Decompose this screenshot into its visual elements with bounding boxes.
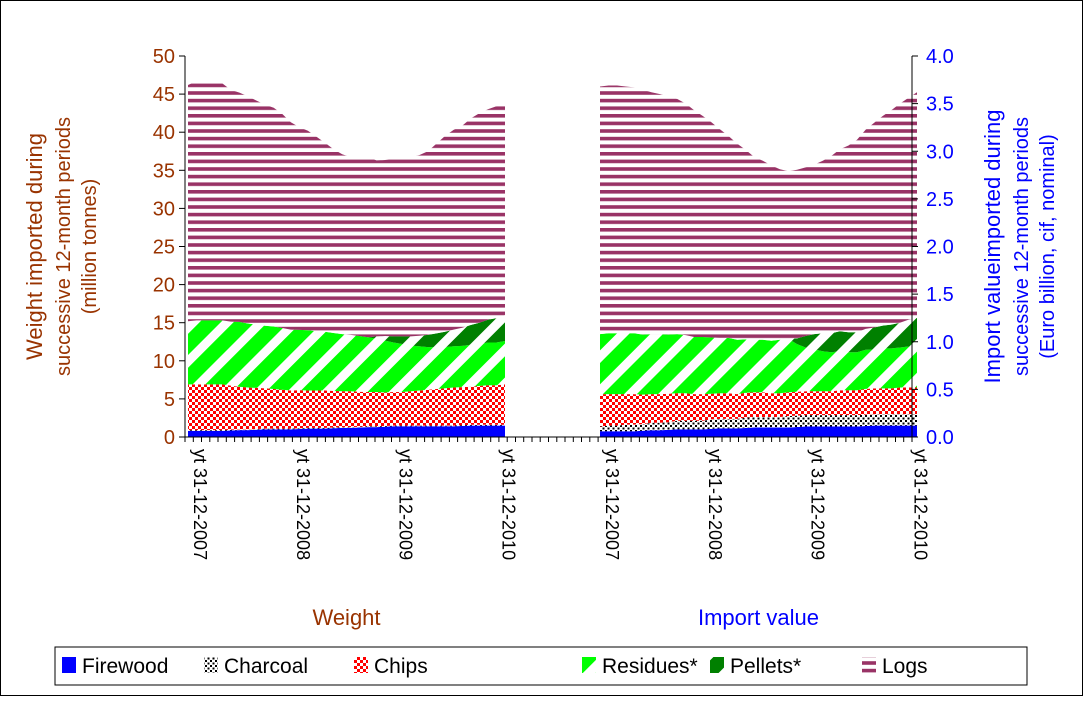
x-tick-label: yt 31-12-2009 [808, 449, 828, 560]
right-tick-label: 3.0 [926, 141, 954, 163]
panel-label-import-value: Import value [698, 605, 819, 630]
right-tick-label: 0.0 [926, 427, 954, 449]
legend-label: Chips [374, 655, 428, 678]
right-axis-label: (Euro billion, cif, nominal) [1037, 134, 1059, 359]
area-import-value-charcoal [600, 414, 917, 432]
area-weight-chips [188, 384, 505, 431]
x-tick-label: yt 31-12-2009 [396, 449, 416, 560]
right-axis-label: Import valueimported during [980, 110, 1005, 384]
area-import-value-chips [600, 387, 917, 427]
legend-swatch-pellets [710, 657, 724, 673]
right-tick-label: 0.5 [926, 379, 954, 401]
x-tick-label: yt 31-12-2008 [293, 449, 313, 560]
right-tick-label: 3.5 [926, 94, 954, 116]
left-tick-label: 30 [153, 198, 175, 220]
left-axis-label: Weight imported during [22, 133, 47, 360]
legend-item-charcoal: Charcoal [204, 655, 308, 678]
legend-label: Residues* [602, 655, 698, 678]
left-tick-label: 50 [153, 46, 175, 68]
left-tick-label: 5 [164, 389, 175, 411]
right-axis-label: successive 12-month periods [1011, 117, 1033, 376]
panel-label-weight: Weight [312, 605, 380, 630]
legend-label: Logs [882, 655, 928, 678]
area-weight-pellets [188, 315, 505, 348]
area-weight-residues [188, 320, 505, 393]
legend-item-chips: Chips [354, 655, 428, 678]
legend-item-firewood: Firewood [62, 655, 168, 678]
left-tick-label: 20 [153, 275, 175, 297]
legend-swatch-chips [354, 657, 368, 673]
area-import-value-logs [600, 85, 917, 341]
x-tick-label: yt 31-12-2010 [498, 449, 518, 560]
area-weight-firewood [188, 425, 505, 437]
x-tick-label: yt 31-12-2007 [602, 449, 622, 560]
x-tick-label: yt 31-12-2010 [910, 449, 930, 560]
area-weight-logs [188, 80, 505, 338]
legend-swatch-residues [582, 657, 596, 673]
left-tick-label: 15 [153, 313, 175, 335]
legend-swatch-firewood [62, 657, 76, 673]
right-tick-label: 2.0 [926, 237, 954, 259]
legend-swatch-logs [862, 657, 876, 673]
left-axis-label: (million tonnes) [79, 179, 101, 315]
left-tick-label: 45 [153, 84, 175, 106]
left-tick-label: 10 [153, 351, 175, 373]
legend-item-pellets: Pellets* [710, 655, 801, 678]
left-tick-label: 0 [164, 427, 175, 449]
left-tick-label: 35 [153, 160, 175, 182]
area-import-value-firewood [600, 425, 917, 437]
area-weight-charcoal [188, 424, 505, 431]
left-tick-label: 25 [153, 237, 175, 259]
x-tick-label: yt 31-12-2007 [190, 449, 210, 560]
left-tick-label: 40 [153, 122, 175, 144]
right-tick-label: 4.0 [926, 46, 954, 68]
left-axis-label: successive 12-month periods [53, 117, 75, 376]
legend-item-residues: Residues* [582, 655, 698, 678]
legend-label: Firewood [82, 655, 168, 678]
right-tick-label: 2.5 [926, 189, 954, 211]
area-import-value-pellets [600, 317, 917, 353]
x-axis-minor-ticks [184, 437, 913, 442]
x-tick-label: yt 31-12-2008 [705, 449, 725, 560]
right-tick-label: 1.5 [926, 284, 954, 306]
legend-swatch-charcoal [204, 657, 218, 673]
area-import-value-residues [600, 333, 917, 395]
legend-item-logs: Logs [862, 655, 928, 678]
legend-label: Charcoal [224, 655, 308, 678]
right-tick-label: 1.0 [926, 332, 954, 354]
legend-label: Pellets* [730, 655, 801, 678]
